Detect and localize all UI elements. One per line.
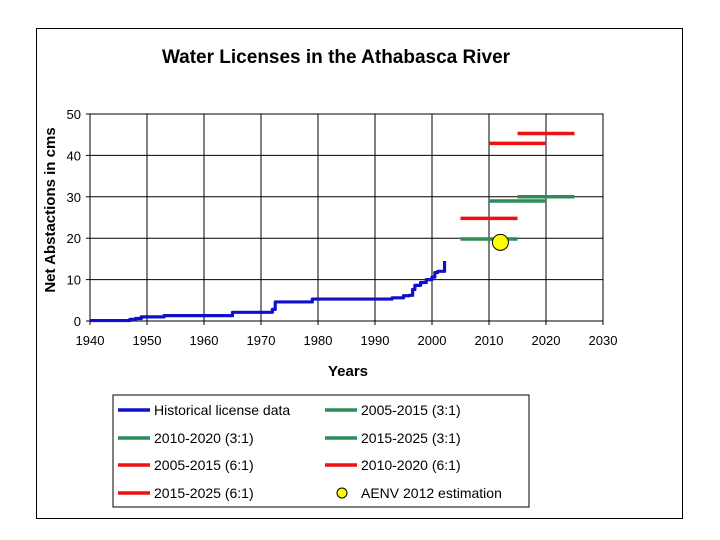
y-tick-label: 10 bbox=[67, 273, 81, 288]
aenv-2012-marker bbox=[491, 233, 509, 251]
x-axis-label: Years bbox=[328, 363, 368, 380]
x-tick-label: 2030 bbox=[589, 333, 618, 348]
chart-title: Water Licenses in the Athabasca River bbox=[162, 47, 511, 68]
legend-item-label: 2010-2020 (3:1) bbox=[154, 430, 254, 446]
legend-item-label: AENV 2012 estimation bbox=[361, 485, 502, 501]
legend-marker bbox=[336, 487, 348, 499]
legend-item-label: Historical license data bbox=[154, 402, 290, 418]
y-tick-label: 50 bbox=[67, 107, 81, 122]
historical-license-line bbox=[90, 260, 447, 323]
y-axis-label: Net Abstactions in cms bbox=[42, 127, 59, 292]
x-tick-label: 2010 bbox=[475, 333, 504, 348]
x-tick-label: 1940 bbox=[76, 333, 105, 348]
legend-item-label: 2010-2020 (6:1) bbox=[361, 457, 461, 473]
y-tick-label: 0 bbox=[74, 314, 81, 329]
y-tick-label: 40 bbox=[67, 148, 81, 163]
y-tick-label: 20 bbox=[67, 231, 81, 246]
x-tick-label: 1960 bbox=[190, 333, 219, 348]
legend-box bbox=[112, 394, 530, 508]
x-tick-label: 1980 bbox=[304, 333, 333, 348]
x-tick-label: 1950 bbox=[133, 333, 162, 348]
legend-item-label: 2005-2015 (6:1) bbox=[154, 457, 254, 473]
x-tick-label: 2020 bbox=[532, 333, 561, 348]
legend-item-label: 2005-2015 (3:1) bbox=[361, 402, 461, 418]
x-tick-label: 1990 bbox=[361, 333, 390, 348]
x-tick-label: 1970 bbox=[247, 333, 276, 348]
y-tick-label: 30 bbox=[67, 190, 81, 205]
x-tick-label: 2000 bbox=[418, 333, 447, 348]
legend-item-label: 2015-2025 (6:1) bbox=[154, 485, 254, 501]
legend-item-label: 2015-2025 (3:1) bbox=[361, 430, 461, 446]
